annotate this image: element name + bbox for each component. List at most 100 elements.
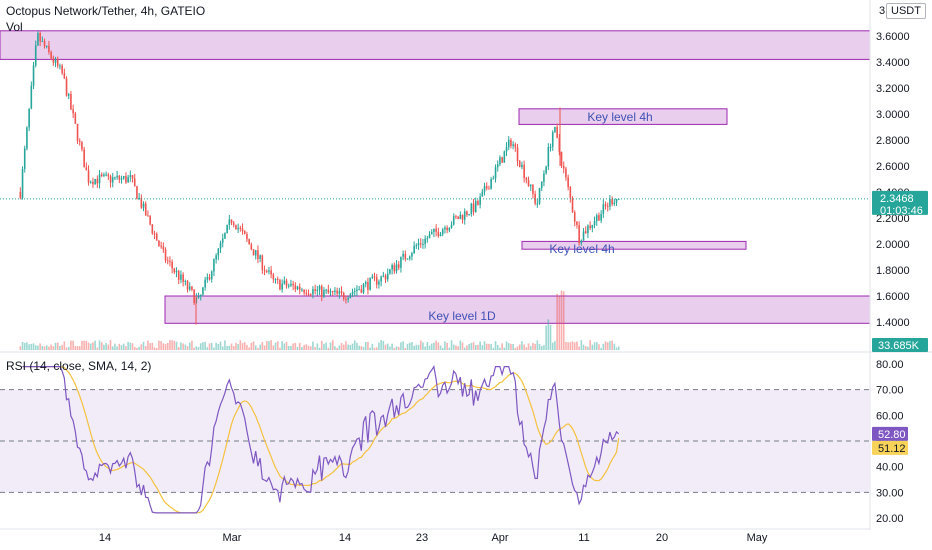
- volume-bar: [76, 346, 79, 350]
- candle: [492, 178, 495, 180]
- candle: [391, 265, 393, 270]
- rsi-title: RSI (14, close, SMA, 14, 2): [6, 359, 152, 373]
- volume-bar: [283, 343, 286, 350]
- volume-bar: [28, 344, 30, 350]
- volume-bar: [483, 341, 486, 350]
- candle: [384, 275, 387, 280]
- volume-bar: [485, 343, 488, 350]
- candle: [94, 179, 96, 185]
- volume-bar: [268, 341, 270, 350]
- volume-bar: [582, 344, 585, 350]
- candle: [600, 213, 602, 221]
- volume-bar: [450, 340, 453, 350]
- rsi-tick-label: 40.00: [876, 462, 904, 474]
- candle: [540, 181, 543, 189]
- volume-bar: [63, 341, 66, 350]
- volume-badge: [872, 338, 928, 352]
- candle: [461, 214, 464, 220]
- candle: [463, 211, 466, 220]
- volume-bar: [276, 341, 279, 350]
- candle: [573, 212, 576, 222]
- candle: [375, 277, 378, 285]
- candle: [122, 176, 125, 179]
- volume-bar: [617, 346, 620, 350]
- candle: [472, 203, 475, 212]
- candle: [485, 186, 488, 189]
- candle: [312, 289, 314, 295]
- candle: [59, 65, 61, 67]
- volume-bar: [334, 346, 336, 350]
- candle: [188, 286, 191, 290]
- candle: [142, 203, 145, 208]
- candle: [67, 94, 70, 96]
- volume-bar: [578, 346, 580, 350]
- volume-bar: [208, 343, 211, 350]
- candle: [184, 280, 187, 282]
- candle: [303, 289, 305, 293]
- candle: [468, 214, 470, 216]
- candle: [521, 164, 523, 168]
- key-level-zone[interactable]: [164, 295, 871, 324]
- candle: [576, 221, 578, 226]
- candle: [162, 246, 165, 250]
- price-tick-label: 1.4000: [876, 317, 910, 329]
- volume-bar: [109, 340, 112, 350]
- key-level-zone[interactable]: [521, 240, 747, 250]
- volume-bar: [380, 340, 382, 350]
- candle: [26, 127, 28, 149]
- candle: [545, 166, 547, 174]
- candle: [263, 270, 266, 272]
- volume-bar: [419, 340, 422, 350]
- volume-bar: [125, 346, 127, 350]
- volume-bar: [406, 343, 409, 350]
- volume-bar: [246, 344, 248, 350]
- volume-bar: [369, 347, 371, 350]
- candle: [72, 109, 74, 114]
- candle: [182, 274, 184, 282]
- volume-bar: [523, 344, 525, 350]
- volume-bar: [45, 345, 48, 350]
- volume-bar: [92, 342, 94, 350]
- key-level-zone[interactable]: [518, 108, 728, 125]
- volume-bar: [384, 344, 387, 350]
- volume-bar: [562, 291, 565, 350]
- volume-bar: [444, 341, 446, 350]
- candle: [186, 280, 189, 290]
- volume-bar: [525, 347, 528, 350]
- candle: [61, 65, 63, 74]
- candle: [466, 211, 468, 215]
- volume-bar: [534, 343, 536, 350]
- key-level-zone[interactable]: [0, 30, 871, 60]
- volume-bar: [188, 342, 191, 350]
- candle: [479, 196, 481, 205]
- candle: [406, 258, 409, 260]
- candle: [360, 289, 363, 293]
- volume-bar: [74, 346, 77, 350]
- candle: [65, 78, 68, 96]
- candle: [250, 244, 253, 250]
- volume-bar: [591, 344, 594, 350]
- volume-bar: [67, 346, 70, 350]
- currency-button[interactable]: USDT: [886, 3, 926, 19]
- volume-bar: [415, 344, 418, 350]
- volume-bar: [250, 342, 253, 350]
- volume-bar: [529, 346, 532, 350]
- rsi-sma-line: [22, 366, 620, 514]
- volume-bar: [580, 340, 583, 350]
- candle: [140, 197, 143, 208]
- candle: [369, 277, 371, 290]
- volume-bar: [184, 344, 187, 350]
- volume-bar: [565, 341, 567, 350]
- volume-bar: [41, 345, 44, 350]
- volume-bar: [549, 324, 552, 350]
- scale-mode-label[interactable]: 3: [879, 5, 886, 17]
- volume-bar: [56, 342, 59, 350]
- volume-bar: [160, 341, 162, 350]
- volume-bar: [474, 344, 477, 350]
- candle: [155, 233, 158, 241]
- volume-bar: [230, 343, 233, 350]
- volume-bar: [175, 341, 178, 350]
- volume-bar: [457, 346, 459, 350]
- candle: [292, 283, 294, 286]
